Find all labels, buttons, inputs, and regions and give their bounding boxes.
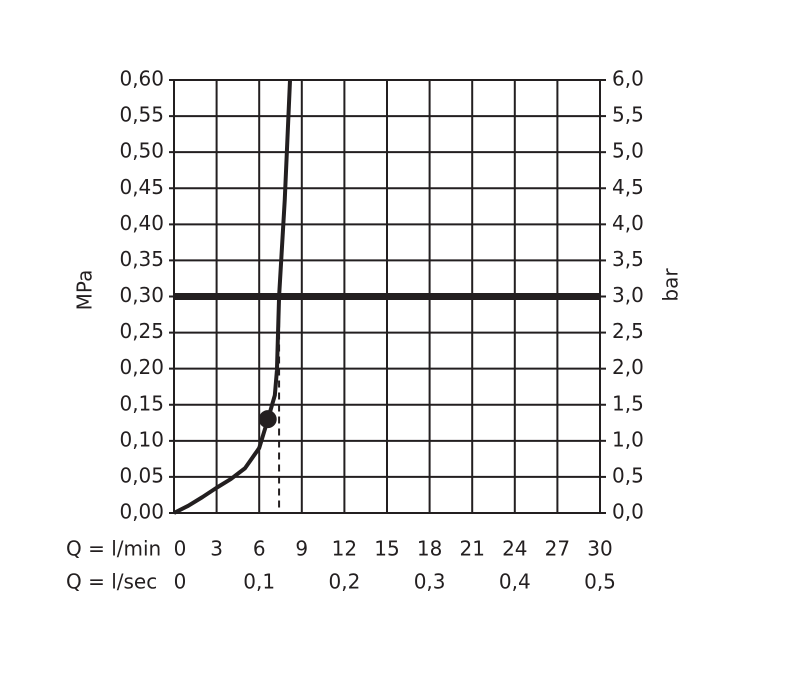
x2-axis-label: Q = l/sec [66, 570, 157, 594]
y-axis-label: MPa [73, 270, 97, 311]
y-tick-label: 0,00 [119, 500, 164, 524]
x-tick-label: 0 [174, 537, 187, 561]
y2-tick-label: 4,0 [612, 211, 644, 235]
x2-tick-label: 0,1 [243, 570, 275, 594]
curve [173, 79, 293, 515]
y2-tick-label: 1,0 [612, 427, 644, 451]
y-tick-label: 0,40 [119, 211, 164, 235]
y-tick-label: 0,35 [119, 247, 164, 271]
x-axis-label: Q = l/min [66, 537, 161, 561]
x-tick-label: 12 [332, 537, 357, 561]
x-tick-label: 6 [253, 537, 266, 561]
y-tick-label: 0,50 [119, 139, 164, 163]
x-tick-label: 21 [459, 537, 484, 561]
y2-tick-label: 3,0 [612, 283, 644, 307]
y-tick-label: 0,10 [119, 427, 164, 451]
x2-tick-label: 0 [174, 570, 187, 594]
y2-tick-label: 5,0 [612, 139, 644, 163]
y-tick-label: 0,05 [119, 463, 164, 487]
x-tick-label: 30 [587, 537, 612, 561]
y2-tick-label: 0,0 [612, 500, 644, 524]
y-tick-label: 0,30 [119, 283, 164, 307]
x2-tick-label: 0,3 [414, 570, 446, 594]
y-tick-label: 0,55 [119, 103, 164, 127]
y2-tick-label: 0,5 [612, 463, 644, 487]
x-tick-label: 27 [545, 537, 570, 561]
x-tick-label: 24 [502, 537, 527, 561]
x-tick-label: 9 [295, 537, 308, 561]
y2-tick-label: 5,5 [612, 103, 644, 127]
x2-tick-label: 0,5 [584, 570, 616, 594]
operating-point [258, 410, 277, 429]
y2-tick-label: 1,5 [612, 391, 644, 415]
x-tick-label: 15 [374, 537, 399, 561]
x2-tick-label: 0,4 [499, 570, 531, 594]
y2-tick-label: 6,0 [612, 67, 644, 91]
x-tick-label: 3 [210, 537, 223, 561]
x2-tick-label: 0,2 [328, 570, 360, 594]
y2-tick-label: 2,5 [612, 319, 644, 343]
y-tick-label: 0,20 [119, 355, 164, 379]
y2-tick-label: 4,5 [612, 175, 644, 199]
y-tick-label: 0,45 [119, 175, 164, 199]
y2-tick-label: 3,5 [612, 247, 644, 271]
y2-axis-label: bar [659, 268, 683, 302]
y-tick-label: 0,15 [119, 391, 164, 415]
y-tick-label: 0,25 [119, 319, 164, 343]
y-tick-label: 0,60 [119, 67, 164, 91]
y2-tick-label: 2,0 [612, 355, 644, 379]
x-tick-label: 18 [417, 537, 442, 561]
